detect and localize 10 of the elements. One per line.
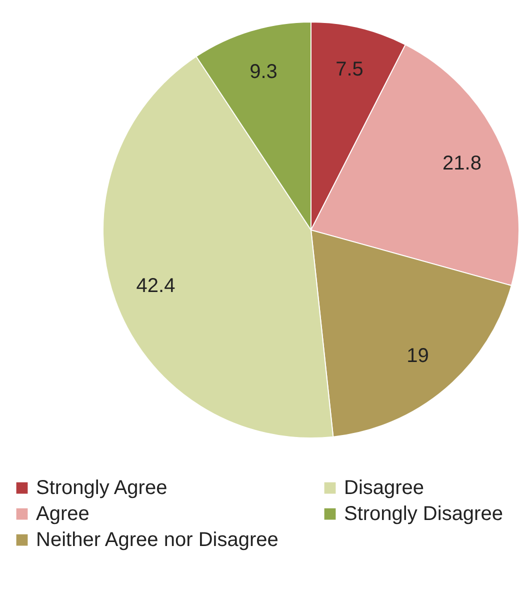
legend-label: Strongly Agree xyxy=(36,477,168,499)
data-label: 21.8 xyxy=(442,152,482,175)
data-label: 7.5 xyxy=(336,58,364,81)
data-label: 19 xyxy=(406,344,429,367)
legend-label: Strongly Disagree xyxy=(344,503,503,525)
legend-label: Agree xyxy=(36,503,90,525)
legend-label: Neither Agree nor Disagree xyxy=(36,529,278,551)
legend-label: Disagree xyxy=(344,477,424,499)
data-label: 42.4 xyxy=(136,274,176,297)
data-label: 9.3 xyxy=(250,60,278,83)
